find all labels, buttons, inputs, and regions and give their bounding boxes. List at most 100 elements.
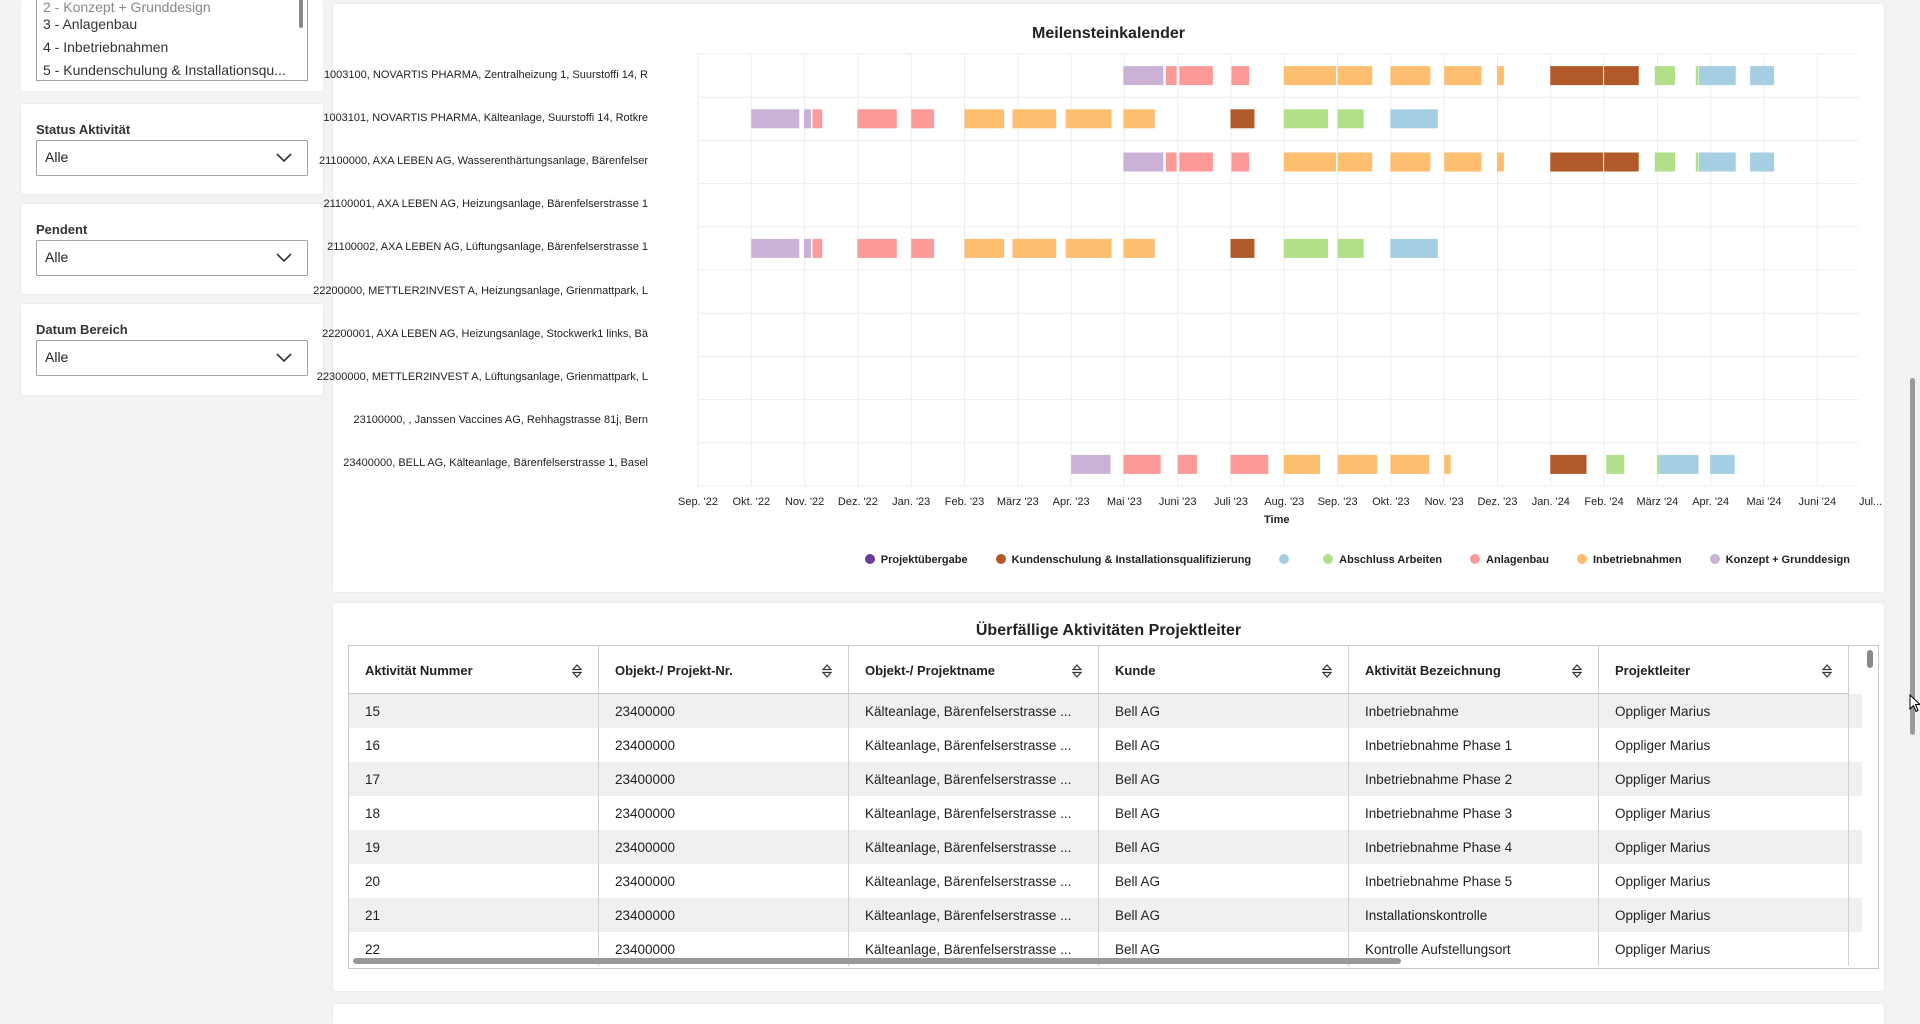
gantt-bar[interactable] <box>1283 454 1321 474</box>
gantt-bar[interactable] <box>1654 152 1675 172</box>
legend-item[interactable]: Abschluss Arbeiten <box>1323 554 1442 566</box>
column-header[interactable]: Aktivität Nummer <box>349 646 599 694</box>
table-row[interactable]: 21 23400000 Kälteanlage, Bärenfelserstrass… <box>349 898 1862 932</box>
page-scrollbar[interactable] <box>1910 378 1915 735</box>
gantt-bar[interactable] <box>1283 152 1337 172</box>
sort-icon[interactable] <box>1322 664 1332 678</box>
gantt-bar[interactable] <box>804 109 811 129</box>
gantt-bar[interactable] <box>1177 454 1197 474</box>
gantt-bar[interactable] <box>964 109 1004 129</box>
column-header[interactable]: Projektleiter <box>1599 646 1849 694</box>
gantt-bar[interactable] <box>1065 109 1112 129</box>
column-header[interactable]: Objekt-/ Projekt-Nr. <box>599 646 849 694</box>
gantt-bar[interactable] <box>1179 66 1213 86</box>
gantt-bar[interactable] <box>1337 66 1373 86</box>
table-row[interactable]: 18 23400000 Kälteanlage, Bärenfelserstrass… <box>349 796 1862 830</box>
gantt-bar[interactable] <box>1444 454 1451 474</box>
gantt-bar[interactable] <box>812 109 823 129</box>
pendent-select[interactable]: Alle <box>36 240 308 276</box>
table-row[interactable]: 16 23400000 Kälteanlage, Bärenfelserstrass… <box>349 728 1862 762</box>
table-row[interactable]: 22 23400000 Kälteanlage, Bärenfelserstrass… <box>349 932 1862 966</box>
list-item[interactable]: 4 - Inbetriebnahmen <box>43 39 169 55</box>
list-item[interactable]: 2 - Konzept + Grunddesign <box>43 0 211 15</box>
legend-item[interactable]: Anlagenbau <box>1470 554 1549 566</box>
gantt-bar[interactable] <box>1283 66 1337 86</box>
gantt-bar[interactable] <box>1606 454 1625 474</box>
gantt-bar[interactable] <box>1123 152 1164 172</box>
gantt-bar[interactable] <box>1496 152 1504 172</box>
gantt-bar[interactable] <box>1230 238 1255 258</box>
gantt-bar[interactable] <box>1231 66 1250 86</box>
listbox-scrollbar[interactable] <box>299 0 303 28</box>
gantt-bar[interactable] <box>1698 152 1736 172</box>
gantt-bar[interactable] <box>1165 66 1177 86</box>
gantt-bar[interactable] <box>1123 109 1155 129</box>
list-item[interactable]: 3 - Anlagenbau <box>43 16 138 32</box>
gantt-bar[interactable] <box>857 109 897 129</box>
sort-icon[interactable] <box>822 664 832 678</box>
gantt-bar[interactable] <box>1337 109 1364 129</box>
gantt-bar[interactable] <box>1337 454 1378 474</box>
table-row[interactable]: 15 23400000 Kälteanlage, Bärenfelserstrass… <box>349 694 1862 728</box>
gantt-bar[interactable] <box>1710 454 1735 474</box>
horizontal-scrollbar[interactable] <box>353 958 1401 964</box>
gantt-bar[interactable] <box>1123 454 1161 474</box>
column-header[interactable]: Kunde <box>1099 646 1349 694</box>
gantt-bar[interactable] <box>1656 454 1661 474</box>
gantt-bar[interactable] <box>1496 66 1504 86</box>
gantt-bar[interactable] <box>1283 238 1329 258</box>
gantt-bar[interactable] <box>1660 454 1699 474</box>
sort-icon[interactable] <box>572 664 582 678</box>
status-aktivitaet-select[interactable]: Alle <box>36 140 308 176</box>
legend-item[interactable]: Projektübergabe <box>864 554 968 566</box>
column-header[interactable]: Objekt-/ Projektname <box>849 646 1099 694</box>
gantt-bar[interactable] <box>1231 152 1250 172</box>
gantt-bar[interactable] <box>857 238 897 258</box>
gantt-bar[interactable] <box>1337 238 1364 258</box>
table-row[interactable]: 19 23400000 Kälteanlage, Bärenfelserstrass… <box>349 830 1862 864</box>
gantt-bar[interactable] <box>1123 238 1155 258</box>
gantt-bar[interactable] <box>1444 152 1482 172</box>
datum-bereich-select[interactable]: Alle <box>36 340 308 376</box>
sort-icon[interactable] <box>1822 664 1832 678</box>
gantt-bar[interactable] <box>1604 152 1639 172</box>
gantt-bar[interactable] <box>1604 66 1639 86</box>
gantt-bar[interactable] <box>1698 66 1736 86</box>
legend-item[interactable]: Kundenschulung & Installationsqualifizie… <box>995 554 1251 566</box>
gantt-bar[interactable] <box>1390 454 1430 474</box>
gantt-bar[interactable] <box>1283 109 1329 129</box>
gantt-bar[interactable] <box>1390 66 1431 86</box>
legend-item[interactable] <box>1279 554 1295 566</box>
legend-item[interactable]: Konzept + Grunddesign <box>1709 554 1850 566</box>
list-item[interactable]: 5 - Kundenschulung & Installationsqu... <box>43 62 286 78</box>
column-header[interactable]: Aktivität Bezeichnung <box>1349 646 1599 694</box>
gantt-bar[interactable] <box>1390 152 1431 172</box>
phase-listbox[interactable]: 2 - Konzept + Grunddesign 3 - Anlagenbau… <box>36 0 308 81</box>
gantt-bar[interactable] <box>1695 152 1699 172</box>
gantt-bar[interactable] <box>1230 454 1269 474</box>
gantt-bar[interactable] <box>1065 238 1112 258</box>
gantt-bar[interactable] <box>1165 152 1177 172</box>
table-row[interactable]: 20 23400000 Kälteanlage, Bärenfelserstrass… <box>349 864 1862 898</box>
vertical-scrollbar[interactable] <box>1867 650 1873 668</box>
gantt-bar[interactable] <box>964 238 1004 258</box>
table-row[interactable]: 17 23400000 Kälteanlage, Bärenfelserstrass… <box>349 762 1862 796</box>
gantt-bar[interactable] <box>911 238 935 258</box>
gantt-bar[interactable] <box>1550 152 1604 172</box>
sort-icon[interactable] <box>1072 664 1082 678</box>
gantt-bar[interactable] <box>1012 238 1057 258</box>
gantt-bar[interactable] <box>1012 109 1057 129</box>
legend-item[interactable]: Inbetriebnahmen <box>1577 554 1682 566</box>
gantt-bar[interactable] <box>804 238 811 258</box>
gantt-bar[interactable] <box>1654 66 1675 86</box>
gantt-bar[interactable] <box>812 238 823 258</box>
gantt-bar[interactable] <box>751 109 800 129</box>
gantt-bar[interactable] <box>911 109 935 129</box>
gantt-bar[interactable] <box>1695 66 1699 86</box>
gantt-bar[interactable] <box>1390 109 1438 129</box>
gantt-bar[interactable] <box>1337 152 1373 172</box>
gantt-bar[interactable] <box>1390 238 1438 258</box>
gantt-bar[interactable] <box>1750 152 1775 172</box>
gantt-bar[interactable] <box>1444 66 1482 86</box>
gantt-bar[interactable] <box>1550 66 1604 86</box>
